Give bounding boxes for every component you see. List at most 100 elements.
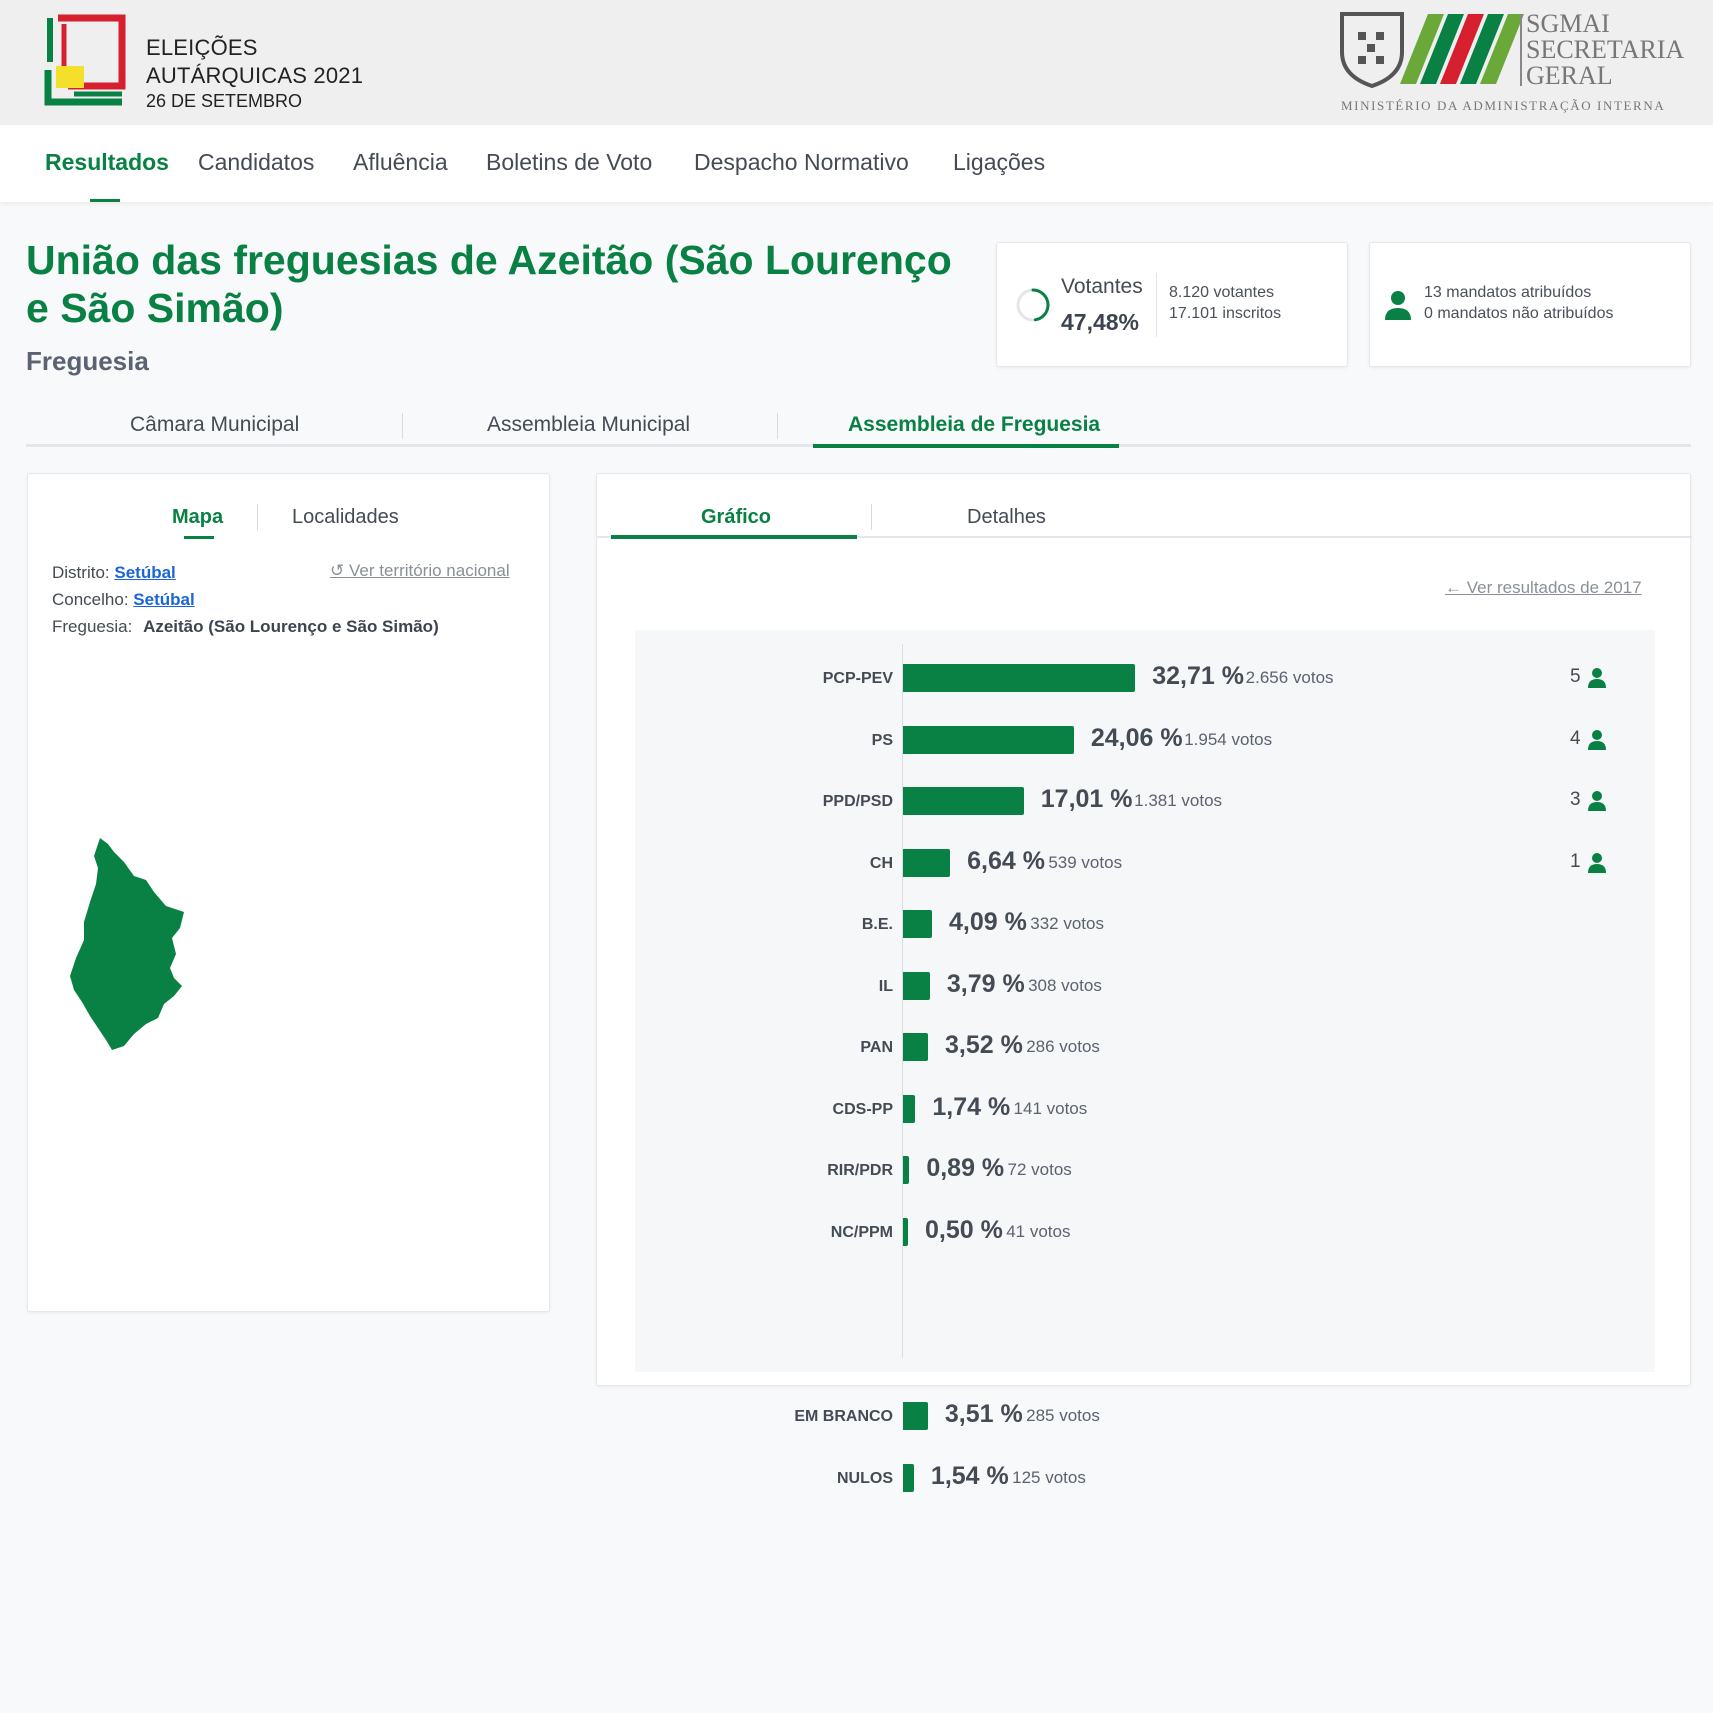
nav-afluencia[interactable]: Afluência xyxy=(353,149,448,175)
votantes-card: Votantes 47,48% 8.120 votantes 17.101 in… xyxy=(996,242,1348,367)
percent-label: 6,64 % xyxy=(967,846,1045,875)
party-label: RIR/PDR xyxy=(827,1162,893,1179)
percent-label: 3,52 % xyxy=(944,1031,1023,1059)
tab-separator xyxy=(777,413,778,439)
inscritos-count: 17.101 inscritos xyxy=(1169,305,1282,322)
result-bar[interactable] xyxy=(903,787,1024,815)
votes-label: 285 votos xyxy=(1026,1406,1100,1425)
nav-resultados[interactable]: Resultados xyxy=(45,149,169,175)
votantes-divider xyxy=(1156,273,1157,337)
result-bar[interactable] xyxy=(903,848,951,877)
votes-label: 125 votos xyxy=(1012,1467,1086,1487)
party-label: CH xyxy=(869,854,893,872)
votes-label: 72 votos xyxy=(1007,1160,1072,1179)
panel-tab-indicator xyxy=(611,535,857,539)
party-label: PAN xyxy=(860,1039,893,1056)
result-bar[interactable] xyxy=(903,1156,910,1184)
party-label: EM BRANCO xyxy=(794,1408,893,1425)
votes-label: 2.656 votos xyxy=(1245,668,1334,687)
nav-active-indicator xyxy=(90,199,120,202)
ver-2017-link[interactable]: ← Ver resultados de 2017 xyxy=(1445,578,1642,598)
elections-title: ELEIÇÕES AUTÁRQUICAS 2021 26 DE SETEMBRO xyxy=(146,34,363,112)
breadcrumb-concelho: Concelho: Setúbal xyxy=(52,590,195,610)
results-panel: Gráfico Detalhes ← Ver resultados de 201… xyxy=(596,473,1692,1492)
party-label: CDS-PP xyxy=(832,1100,893,1118)
ver-territorio-label: Ver território nacional xyxy=(348,561,510,580)
concelho-label: Concelho: xyxy=(52,590,129,609)
chart-axis xyxy=(902,644,903,1358)
elections-logo-icon[interactable] xyxy=(44,14,128,106)
concelho-link[interactable]: Setúbal xyxy=(133,590,195,609)
result-bar[interactable] xyxy=(903,971,930,1000)
votantes-percent: 47,48% xyxy=(1061,309,1140,335)
tab-separator xyxy=(402,413,403,439)
sgmai-line1: SGMAI xyxy=(1526,9,1610,38)
percent-label: 3,79 % xyxy=(946,969,1025,998)
votes-label: 332 votos xyxy=(1030,914,1104,933)
tab-mapa[interactable]: Mapa xyxy=(172,506,224,528)
ver-territorio-link[interactable]: ↺ Ver território nacional xyxy=(330,561,510,581)
ministerio-label: MINISTÉRIO DA ADMINISTRAÇÃO INTERNA xyxy=(1341,98,1666,113)
percent-label: 1,54 % xyxy=(930,1461,1009,1490)
result-bar[interactable] xyxy=(903,1402,928,1430)
votes-label: 286 votos xyxy=(1026,1037,1100,1056)
undo-icon: ↺ xyxy=(330,561,345,580)
votes-label: 141 votos xyxy=(1013,1098,1088,1118)
freguesia-map[interactable] xyxy=(68,836,208,1056)
person-icon xyxy=(1588,668,1606,688)
party-label: NULOS xyxy=(837,1469,893,1487)
person-icon xyxy=(1588,852,1606,873)
result-bar[interactable] xyxy=(903,725,1074,754)
votes-label: 1.381 votos xyxy=(1134,791,1223,810)
tab-detalhes[interactable]: Detalhes xyxy=(967,506,1046,528)
party-label: PS xyxy=(871,731,893,749)
sgmai-line2: SECRETARIA xyxy=(1526,35,1685,64)
result-bar[interactable] xyxy=(903,1094,916,1123)
nav-candidatos[interactable]: Candidatos xyxy=(198,149,315,175)
nav-boletins[interactable]: Boletins de Voto xyxy=(486,149,653,175)
seats-count: 1 xyxy=(1570,850,1581,872)
seats-count: 3 xyxy=(1570,789,1581,810)
result-bar[interactable] xyxy=(903,1463,914,1492)
party-label: NC/PPM xyxy=(830,1223,893,1241)
breadcrumb-freguesia: Freguesia: Azeitão (São Lourenço e São S… xyxy=(52,617,439,637)
person-icon xyxy=(1385,291,1411,320)
panel-tab-separator xyxy=(257,504,258,530)
percent-label: 3,51 % xyxy=(944,1400,1023,1428)
votes-label: 41 votos xyxy=(1006,1221,1071,1241)
party-label: B.E. xyxy=(861,916,893,933)
result-bar[interactable] xyxy=(903,1033,928,1061)
party-label: IL xyxy=(878,977,893,995)
votes-label: 308 votos xyxy=(1028,975,1102,995)
freguesia-label: Freguesia: xyxy=(52,617,133,636)
seats-count: 5 xyxy=(1570,666,1581,687)
percent-label: 0,89 % xyxy=(926,1154,1005,1182)
tab-camara-municipal[interactable]: Câmara Municipal xyxy=(130,413,300,436)
sgmai-line3: GERAL xyxy=(1526,61,1613,90)
logo-line3: 26 DE SETEMBRO xyxy=(146,91,303,111)
nav-despacho[interactable]: Despacho Normativo xyxy=(694,149,909,175)
sgmai-logo-icon[interactable] xyxy=(1340,12,1690,116)
panel-tab-indicator xyxy=(184,536,214,539)
nav-ligacoes[interactable]: Ligações xyxy=(953,149,1046,175)
tab-assembleia-freguesia[interactable]: Assembleia de Freguesia xyxy=(848,413,1101,436)
votes-label: 1.954 votos xyxy=(1184,729,1273,749)
percent-label: 4,09 % xyxy=(949,908,1027,936)
result-bar[interactable] xyxy=(903,1217,908,1246)
map-panel: Mapa Localidades Distrito: Setúbal Conce… xyxy=(27,473,550,1312)
distrito-link[interactable]: Setúbal xyxy=(114,563,176,582)
distrito-label: Distrito: xyxy=(52,563,110,582)
mandatos-atribuidos: 13 mandatos atribuídos xyxy=(1424,284,1592,301)
logo-line1: ELEIÇÕES xyxy=(146,35,258,60)
percent-label: 24,06 % xyxy=(1090,723,1183,752)
result-bar[interactable] xyxy=(903,910,933,938)
tab-localidades[interactable]: Localidades xyxy=(292,506,399,528)
tab-assembleia-municipal[interactable]: Assembleia Municipal xyxy=(487,413,691,436)
tab-grafico[interactable]: Gráfico xyxy=(701,506,772,528)
panel-tab-separator xyxy=(871,504,872,530)
main-nav: Resultados Candidatos Afluência Boletins… xyxy=(0,125,1713,202)
party-label: PCP-PEV xyxy=(822,670,893,687)
ver-2017-label: Ver resultados de 2017 xyxy=(1466,578,1642,597)
result-bar[interactable] xyxy=(903,664,1136,692)
percent-label: 1,74 % xyxy=(932,1092,1011,1121)
